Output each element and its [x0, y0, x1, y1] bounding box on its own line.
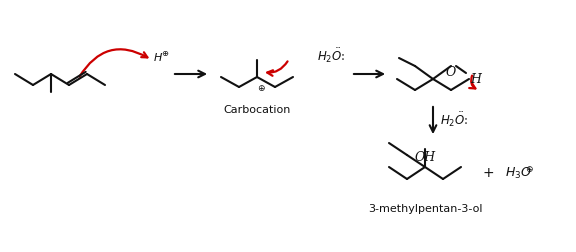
Text: $\oplus$: $\oplus$ — [525, 163, 533, 173]
Text: H: H — [470, 73, 481, 86]
Text: $\oplus$: $\oplus$ — [161, 48, 169, 57]
FancyArrowPatch shape — [79, 50, 147, 77]
FancyArrowPatch shape — [469, 76, 475, 89]
Text: $\oplus$: $\oplus$ — [257, 83, 266, 93]
Text: 3-methylpentan-3-ol: 3-methylpentan-3-ol — [367, 203, 482, 213]
Text: $H$: $H$ — [153, 51, 163, 63]
FancyArrowPatch shape — [267, 62, 287, 77]
Text: O: O — [446, 66, 456, 79]
Text: $H_3O$: $H_3O$ — [505, 165, 532, 180]
Text: OH: OH — [415, 150, 435, 163]
Text: $H_2\ddot{O}$:: $H_2\ddot{O}$: — [317, 47, 346, 65]
Text: Carbocation: Carbocation — [223, 105, 291, 115]
Text: $+$: $+$ — [482, 165, 494, 179]
Text: $H_2\ddot{O}$:: $H_2\ddot{O}$: — [440, 110, 468, 129]
